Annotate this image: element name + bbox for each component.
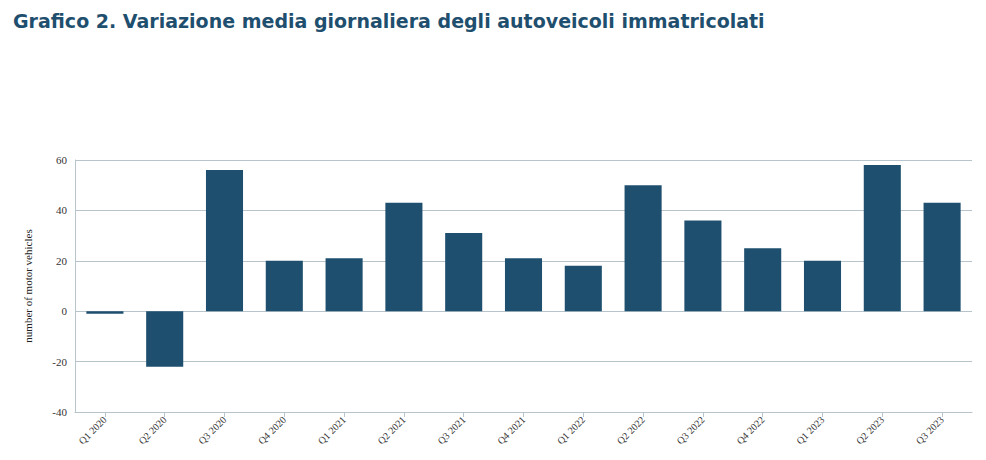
svg-text:number of motor vehicles: number of motor vehicles <box>22 229 34 342</box>
svg-text:Q2 2022: Q2 2022 <box>615 414 647 446</box>
svg-text:20: 20 <box>56 255 68 267</box>
svg-text:Q2 2023: Q2 2023 <box>854 414 886 446</box>
svg-text:-40: -40 <box>52 406 67 418</box>
svg-text:Q4 2021: Q4 2021 <box>495 414 527 446</box>
svg-text:0: 0 <box>62 305 68 317</box>
svg-text:40: 40 <box>56 204 68 216</box>
svg-text:Grafico 2. Variazione media gi: Grafico 2. Variazione media giornaliera … <box>13 10 765 32</box>
svg-text:Q1 2020: Q1 2020 <box>76 414 108 446</box>
svg-text:Q3 2022: Q3 2022 <box>674 414 706 446</box>
svg-text:Q3 2021: Q3 2021 <box>435 414 467 446</box>
svg-text:Q3 2020: Q3 2020 <box>196 414 228 446</box>
svg-text:Q2 2020: Q2 2020 <box>136 414 168 446</box>
svg-text:Q4 2020: Q4 2020 <box>256 414 288 446</box>
svg-text:-20: -20 <box>52 356 67 368</box>
svg-text:Q4 2022: Q4 2022 <box>734 414 766 446</box>
svg-text:Q2 2021: Q2 2021 <box>375 414 407 446</box>
svg-text:Q1 2023: Q1 2023 <box>794 414 826 446</box>
svg-text:60: 60 <box>56 154 68 166</box>
svg-text:Q1 2022: Q1 2022 <box>555 414 587 446</box>
svg-text:Q3 2023: Q3 2023 <box>914 414 946 446</box>
svg-text:Q1 2021: Q1 2021 <box>316 414 348 446</box>
